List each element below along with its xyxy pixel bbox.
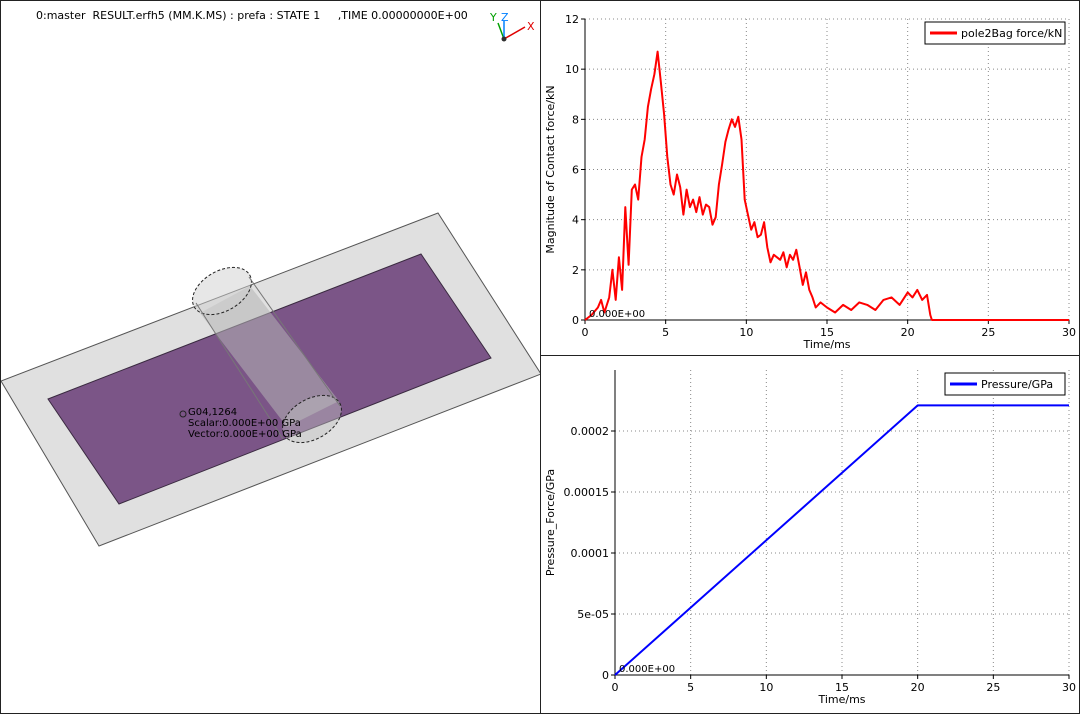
plot2-legend-box (944, 372, 1066, 396)
plot2-origin-label: 0.000E+00 (619, 664, 675, 675)
triad-y-label: Y (489, 11, 497, 24)
pressure-chart[interactable]: 0 5 10 15 20 25 30 0 5e-05 0.0001 0.00015 0.0002 Tim… (541, 356, 1080, 714)
model-viewport[interactable]: 0:master RESULT.erfh5 (MM.K.MS) : prefa … (0, 0, 541, 714)
header-state: : STATE 1 (269, 9, 321, 22)
plot2-x-tick-label: 30 (1062, 681, 1076, 694)
viewport-header: 0:master RESULT.erfh5 (MM.K.MS) : prefa … (36, 9, 468, 22)
probe-scalar: Scalar:0.000E+00 GPa (188, 418, 301, 429)
plot2-x-tick-label: 5 (687, 681, 694, 694)
probe-annotation: G04,1264 Scalar:0.000E+00 GPa Vector:0.0… (179, 407, 302, 440)
plot2-x-axis-label: Time/ms (817, 693, 865, 706)
plot2-x-tick-label: 10 (759, 681, 773, 694)
plot1-y-axis-label: Magnitude of Contact force/kN (544, 85, 557, 253)
triad-z-label: Z (501, 11, 509, 24)
plot2-x-tick-label: 0 (612, 681, 619, 694)
plot2-y-axis-label: Pressure_Force/GPa (544, 469, 557, 576)
plot1-y-tick-label: 8 (572, 113, 579, 126)
plot1-y-tick-label: 10 (565, 63, 579, 76)
probe-node: G04,1264 (188, 407, 237, 418)
plot1-y-tick-label: 0 (572, 314, 579, 327)
plot1-y-tick-label: 2 (572, 264, 579, 277)
plot1-x-tick-label: 5 (662, 326, 669, 339)
model-scene[interactable]: Y Z X G04,1264 Scalar:0.000E+00 GPa Vect… (1, 1, 541, 714)
plot1-x-tick-label: 20 (901, 326, 915, 339)
plot2-y-tick-label: 0.0001 (571, 547, 610, 560)
header-file: RESULT.erfh5 (MM.K.MS) (92, 9, 227, 22)
plot2-y-tick-label: 0 (602, 669, 609, 682)
plot2-y-tick-label: 0.00015 (564, 486, 610, 499)
plot2-y-tick-label: 0.0002 (571, 425, 610, 438)
plot2-x-tick-label: 20 (911, 681, 925, 694)
plot1-legend-box (924, 21, 1066, 45)
header-time: ,TIME 0.00000000E+00 (337, 9, 468, 22)
plot1-x-axis-label: Time/ms (802, 338, 850, 351)
plot2-x-tick-label: 15 (835, 681, 849, 694)
plot2-legend-label: Pressure/GPa (981, 378, 1053, 391)
plot2-legend[interactable]: Pressure/GPa (944, 372, 1066, 396)
plot2-y-tick-label: 5e-05 (577, 608, 609, 621)
pole-cylinder[interactable] (184, 258, 349, 453)
plot2-x-tick-label: 25 (986, 681, 1000, 694)
plot1-y-tick-label: 12 (565, 13, 579, 26)
plot1-x-tick-label: 30 (1062, 326, 1076, 339)
plot1-x-tick-label: 0 (582, 326, 589, 339)
plot2-series-line[interactable] (614, 404, 1069, 676)
plot1-x-tick-label: 15 (820, 326, 834, 339)
triad-origin (501, 36, 507, 42)
plot1-x-tick-label: 10 (739, 326, 753, 339)
x-axis-line (503, 26, 526, 40)
pressure-plot[interactable]: 0 5 10 15 20 25 30 0 5e-05 0.0001 0.00015 0.0002 Tim… (540, 355, 1080, 714)
triad-x-label: X (527, 20, 535, 33)
contact-force-plot[interactable]: 0 5 10 15 20 25 30 0 2 4 6 8 10 12 Time/ms Magnitude of… (540, 0, 1080, 356)
plot1-legend-label: pole2Bag force/kN (961, 27, 1062, 40)
plot1-series-line[interactable] (584, 50, 1069, 321)
probe-marker-icon (179, 410, 187, 418)
plot1-y-tick-label: 4 (572, 214, 579, 227)
y-axis-line (497, 22, 505, 40)
contact-force-chart[interactable]: 0 5 10 15 20 25 30 0 2 4 6 8 10 12 Time/ms Magnitude of… (541, 1, 1080, 356)
plot1-origin-label: 0.000E+00 (589, 309, 645, 320)
plot1-legend[interactable]: pole2Bag force/kN (924, 21, 1066, 45)
probe-vector: Vector:0.000E+00 GPa (188, 429, 302, 440)
plot1-y-tick-label: 6 (572, 164, 579, 177)
axis-triad-icon[interactable]: Y Z X (489, 11, 535, 42)
header-model: 0:master (36, 9, 86, 22)
header-prefix: : prefa (230, 9, 266, 22)
plot1-x-tick-label: 25 (981, 326, 995, 339)
